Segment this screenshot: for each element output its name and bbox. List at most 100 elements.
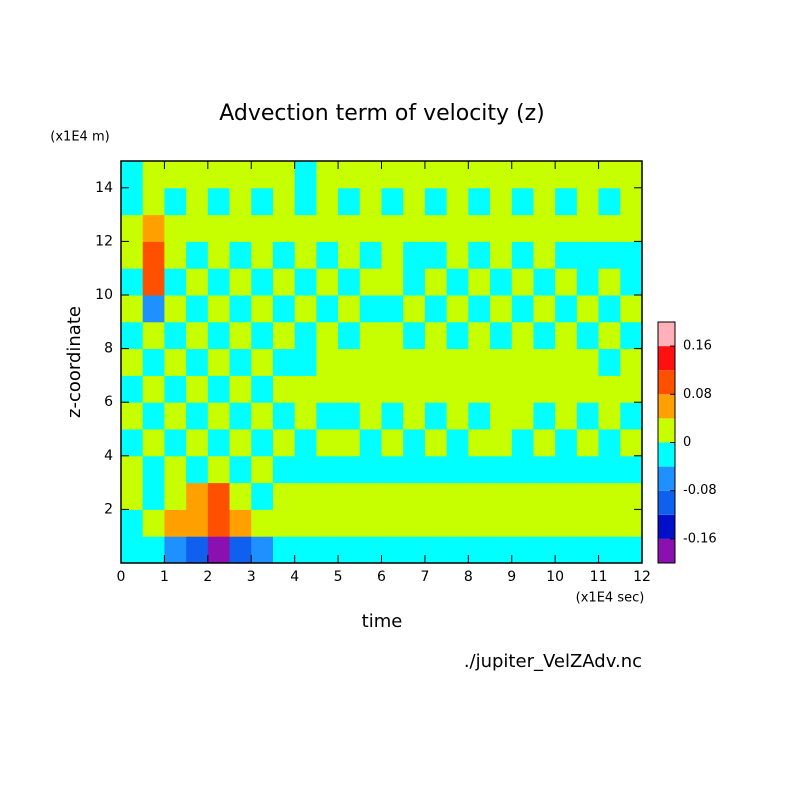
- field-cell: [359, 214, 382, 242]
- field-cell: [338, 509, 361, 537]
- field-cell: [620, 482, 643, 510]
- field-cell: [446, 482, 469, 510]
- field-cell: [272, 295, 296, 323]
- field-cell: [294, 402, 317, 430]
- field-cell: [164, 321, 187, 350]
- x-tick-label: 3: [247, 569, 256, 585]
- field-cell: [121, 214, 144, 242]
- field-cell: [338, 482, 361, 510]
- field-cell: [490, 214, 513, 242]
- y-tick-label: 12: [95, 233, 113, 249]
- field-cell: [533, 187, 556, 216]
- field-cell: [294, 295, 317, 323]
- field-cell: [403, 161, 426, 189]
- field-cell: [186, 214, 209, 242]
- field-cell: [576, 321, 600, 350]
- field-cell: [207, 295, 231, 323]
- field-cell: [403, 214, 426, 242]
- field-cell: [121, 429, 144, 457]
- field-cell: [294, 187, 317, 216]
- field-cell: [555, 161, 578, 189]
- field-cell: [294, 455, 317, 484]
- field-cell: [142, 455, 165, 484]
- colorbar-segment: [658, 346, 675, 371]
- field-cell: [555, 187, 578, 216]
- field-cell: [142, 161, 165, 189]
- field-cell: [164, 482, 187, 510]
- field-cell: [186, 455, 209, 484]
- field-cell: [533, 268, 556, 296]
- field-cell: [229, 187, 252, 216]
- field-cell: [381, 429, 404, 457]
- field-cell: [446, 429, 469, 457]
- field-cell: [338, 268, 361, 296]
- field-cell: [381, 161, 404, 189]
- colorbar-segment: [658, 514, 675, 539]
- colorbar-segment: [658, 322, 675, 347]
- field-cell: [164, 348, 187, 376]
- field-cell: [251, 482, 274, 510]
- colorbar-tick-label: -0.08: [683, 483, 717, 498]
- field-cell: [424, 321, 448, 350]
- field-cell: [598, 375, 621, 403]
- field-cell: [251, 187, 274, 216]
- field-cell: [338, 214, 361, 242]
- field-cell: [229, 402, 252, 430]
- field-cell: [424, 536, 448, 564]
- colorbar-tick-label: 0.16: [683, 339, 712, 354]
- field-cell: [142, 214, 165, 242]
- field-cell: [186, 536, 209, 564]
- field-cell: [468, 161, 491, 189]
- field-cell: [511, 536, 534, 564]
- field-cell: [164, 295, 187, 323]
- field-cell: [207, 321, 231, 350]
- field-cell: [142, 321, 165, 350]
- field-cell: [424, 187, 448, 216]
- field-cell: [576, 482, 600, 510]
- field-cell: [468, 321, 491, 350]
- field-cell: [490, 402, 513, 430]
- field-cell: [555, 295, 578, 323]
- field-cell: [272, 536, 296, 564]
- field-cell: [251, 536, 274, 564]
- field-cell: [620, 429, 643, 457]
- field-cell: [598, 429, 621, 457]
- field-cell: [121, 482, 144, 510]
- field-cell: [468, 295, 491, 323]
- field-cell: [272, 268, 296, 296]
- field-cell: [598, 348, 621, 376]
- field-cell: [229, 482, 252, 510]
- field-cell: [338, 241, 361, 269]
- field-cell: [576, 187, 600, 216]
- field-cell: [533, 455, 556, 484]
- field-cell: [620, 161, 643, 189]
- field-cell: [316, 241, 339, 269]
- field-cell: [316, 187, 339, 216]
- field-cell: [424, 241, 448, 269]
- field-cell: [424, 482, 448, 510]
- field-cell: [207, 375, 231, 403]
- field-cell: [359, 268, 382, 296]
- field-cell: [207, 268, 231, 296]
- field-cell: [446, 241, 469, 269]
- field-cell: [620, 348, 643, 376]
- field-cell: [555, 402, 578, 430]
- field-cell: [142, 187, 165, 216]
- field-cell: [576, 429, 600, 457]
- field-cell: [121, 402, 144, 430]
- field-cell: [424, 268, 448, 296]
- field-cell: [272, 482, 296, 510]
- field-cell: [186, 295, 209, 323]
- field-cell: [142, 348, 165, 376]
- field-cell: [294, 268, 317, 296]
- colorbar-segment: [658, 394, 675, 419]
- field-cell: [490, 455, 513, 484]
- field-cell: [511, 375, 534, 403]
- field-cell: [381, 295, 404, 323]
- field-cell: [294, 536, 317, 564]
- field-cell: [576, 402, 600, 430]
- field-cell: [338, 536, 361, 564]
- field-cell: [511, 402, 534, 430]
- field-cell: [142, 402, 165, 430]
- field-cell: [576, 161, 600, 189]
